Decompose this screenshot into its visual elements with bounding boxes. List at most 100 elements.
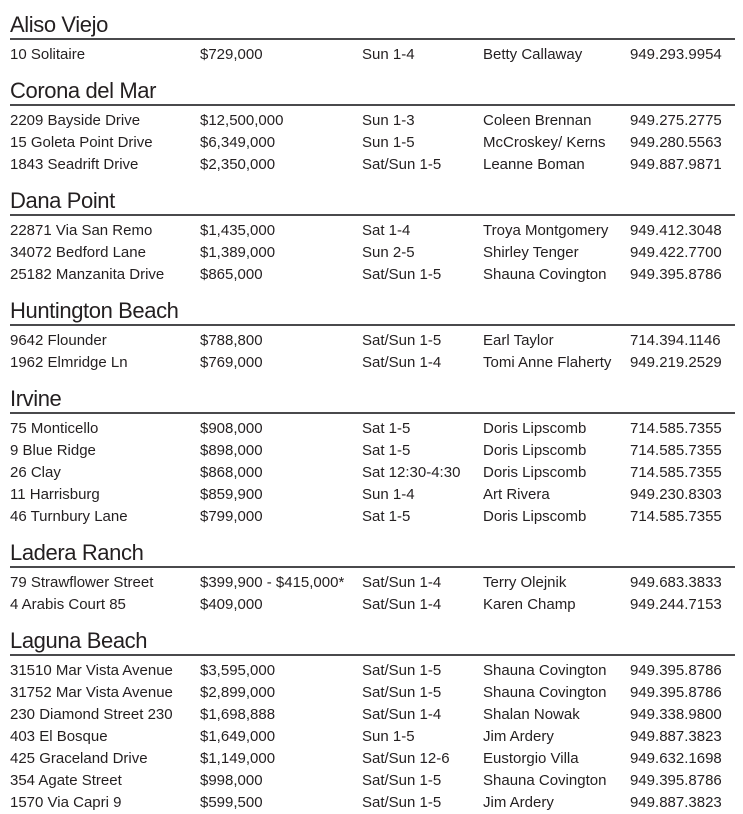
listing-agent: Coleen Brennan (483, 112, 592, 129)
listing-phone: 949.338.9800 (630, 706, 722, 723)
listing-phone: 949.275.2775 (630, 112, 722, 129)
listing-address: 403 El Bosque (10, 728, 108, 745)
listing-address: 230 Diamond Street 230 (10, 706, 173, 723)
listing-time: Sat/Sun 1-5 (362, 684, 442, 701)
listing-rows: 10 Solitaire $729,000 Sun 1-4 Betty Call… (10, 40, 735, 66)
listing-address: 79 Strawflower Street (10, 574, 154, 591)
listing-phone: 949.887.3823 (630, 728, 722, 745)
listing-agent: Troya Montgomery (483, 222, 609, 239)
listing-price: $599,500 (200, 794, 263, 811)
listing-agent: Jim Ardery (483, 794, 554, 811)
listing-row: 31510 Mar Vista Avenue $3,595,000 Sat/Su… (10, 660, 735, 682)
listing-phone: 714.394.1146 (630, 332, 721, 349)
listing-time: Sun 1-3 (362, 112, 415, 129)
listing-price: $1,698,888 (200, 706, 276, 723)
listing-address: 1843 Seadrift Drive (10, 156, 139, 173)
listing-price: $908,000 (200, 420, 263, 437)
listing-time: Sat/Sun 1-5 (362, 662, 442, 679)
listing-agent: Doris Lipscomb (483, 420, 587, 437)
listing-agent: Terry Olejnik (483, 574, 567, 591)
listing-phone: 949.219.2529 (630, 354, 722, 371)
listing-price: $859,900 (200, 486, 263, 503)
listing-row: 9 Blue Ridge $898,000 Sat 1-5 Doris Lips… (10, 440, 735, 462)
listing-time: Sun 2-5 (362, 244, 415, 261)
listing-price: $898,000 (200, 442, 263, 459)
listing-row: 9642 Flounder $788,800 Sat/Sun 1-5 Earl … (10, 330, 735, 352)
listing-phone: 949.887.9871 (630, 156, 722, 173)
listing-phone: 949.395.8786 (630, 684, 722, 701)
listing-agent: Shauna Covington (483, 684, 607, 701)
listing-address: 26 Clay (10, 464, 61, 481)
listing-agent: Jim Ardery (483, 728, 554, 745)
listing-row: 34072 Bedford Lane $1,389,000 Sun 2-5 Sh… (10, 242, 735, 264)
listing-agent: Leanne Boman (483, 156, 585, 173)
city-section-header: Irvine (10, 387, 735, 414)
listing-agent: Earl Taylor (483, 332, 554, 349)
listing-agent: Shirley Tenger (483, 244, 579, 261)
listing-time: Sun 1-5 (362, 134, 415, 151)
listing-price: $799,000 (200, 508, 263, 525)
listing-phone: 949.395.8786 (630, 772, 722, 789)
listing-row: 1570 Via Capri 9 $599,500 Sat/Sun 1-5 Ji… (10, 792, 735, 814)
listing-row: 354 Agate Street $998,000 Sat/Sun 1-5 Sh… (10, 770, 735, 792)
listing-price: $998,000 (200, 772, 263, 789)
listing-time: Sun 1-4 (362, 46, 415, 63)
listing-address: 1570 Via Capri 9 (10, 794, 122, 811)
city-section: Corona del Mar 2209 Bayside Drive $12,50… (10, 79, 735, 176)
listing-row: 25182 Manzanita Drive $865,000 Sat/Sun 1… (10, 264, 735, 286)
listing-phone: 949.412.3048 (630, 222, 722, 239)
listing-address: 2209 Bayside Drive (10, 112, 141, 129)
city-section-header: Ladera Ranch (10, 541, 735, 568)
listing-price: $868,000 (200, 464, 263, 481)
listing-row: 31752 Mar Vista Avenue $2,899,000 Sat/Su… (10, 682, 735, 704)
listing-address: 25182 Manzanita Drive (10, 266, 165, 283)
listing-row: 15 Goleta Point Drive $6,349,000 Sun 1-5… (10, 132, 735, 154)
city-section: Dana Point 22871 Via San Remo $1,435,000… (10, 189, 735, 286)
listing-rows: 2209 Bayside Drive $12,500,000 Sun 1-3 C… (10, 106, 735, 176)
listing-agent: Shauna Covington (483, 662, 607, 679)
listing-row: 1843 Seadrift Drive $2,350,000 Sat/Sun 1… (10, 154, 735, 176)
listing-agent: Shauna Covington (483, 266, 607, 283)
listing-row: 11 Harrisburg $859,900 Sun 1-4 Art River… (10, 484, 735, 506)
listing-time: Sat/Sun 1-4 (362, 574, 442, 591)
listing-address: 31752 Mar Vista Avenue (10, 684, 173, 701)
city-section-header: Laguna Beach (10, 629, 735, 656)
listing-address: 46 Turnbury Lane (10, 508, 128, 525)
listing-agent: McCroskey/ Kerns (483, 134, 606, 151)
listing-time: Sat/Sun 1-5 (362, 772, 442, 789)
listing-price: $788,800 (200, 332, 263, 349)
listing-price: $12,500,000 (200, 112, 284, 129)
listing-row: 2209 Bayside Drive $12,500,000 Sun 1-3 C… (10, 110, 735, 132)
listing-price: $2,899,000 (200, 684, 276, 701)
city-section: Aliso Viejo 10 Solitaire $729,000 Sun 1-… (10, 13, 735, 66)
listing-row: 1962 Elmridge Ln $769,000 Sat/Sun 1-4 To… (10, 352, 735, 374)
listing-time: Sat 1-5 (362, 508, 411, 525)
listing-rows: 79 Strawflower Street $399,900 - $415,00… (10, 568, 735, 616)
listing-price: $6,349,000 (200, 134, 276, 151)
listing-rows: 22871 Via San Remo $1,435,000 Sat 1-4 Tr… (10, 216, 735, 286)
listing-phone: 714.585.7355 (630, 442, 722, 459)
listing-row: 79 Strawflower Street $399,900 - $415,00… (10, 572, 735, 594)
listing-row: 46 Turnbury Lane $799,000 Sat 1-5 Doris … (10, 506, 735, 528)
listing-price: $3,595,000 (200, 662, 276, 679)
listing-rows: 75 Monticello $908,000 Sat 1-5 Doris Lip… (10, 414, 735, 528)
listing-price: $1,389,000 (200, 244, 276, 261)
listing-row: 403 El Bosque $1,649,000 Sun 1-5 Jim Ard… (10, 726, 735, 748)
listing-time: Sat 12:30-4:30 (362, 464, 461, 481)
listing-phone: 949.887.3823 (630, 794, 722, 811)
listing-row: 425 Graceland Drive $1,149,000 Sat/Sun 1… (10, 748, 735, 770)
listing-agent: Doris Lipscomb (483, 464, 587, 481)
listing-row: 75 Monticello $908,000 Sat 1-5 Doris Lip… (10, 418, 735, 440)
listing-address: 354 Agate Street (10, 772, 122, 789)
listing-phone: 714.585.7355 (630, 508, 722, 525)
listing-row: 22871 Via San Remo $1,435,000 Sat 1-4 Tr… (10, 220, 735, 242)
listing-price: $1,435,000 (200, 222, 276, 239)
listing-rows: 9642 Flounder $788,800 Sat/Sun 1-5 Earl … (10, 326, 735, 374)
listing-time: Sat/Sun 1-5 (362, 794, 442, 811)
listing-price: $409,000 (200, 596, 263, 613)
listing-phone: 949.280.5563 (630, 134, 722, 151)
listing-phone: 949.244.7153 (630, 596, 722, 613)
listing-phone: 714.585.7355 (630, 420, 722, 437)
listing-address: 425 Graceland Drive (10, 750, 148, 767)
listing-agent: Betty Callaway (483, 46, 583, 63)
